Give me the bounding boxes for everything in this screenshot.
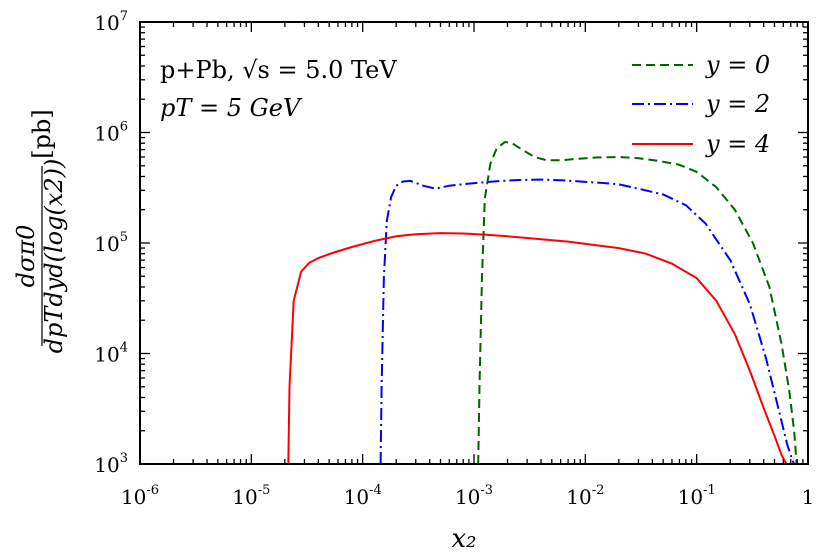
series-line-y-4 [287, 232, 788, 465]
x-tick-label: 10-2 [566, 483, 604, 509]
x-tick-label: 10-6 [121, 483, 159, 509]
x-axis-label: x₂ [451, 524, 476, 554]
annotation-pt: pT = 5 GeV [160, 94, 303, 122]
annotation-collision: p+Pb, √s = 5.0 TeV [160, 56, 397, 84]
y-tick-label: 106 [94, 120, 128, 146]
tick-labels: 10-6 10-5 10-4 10-3 10-2 10-1 1 103 104 105 106 107 [94, 9, 814, 509]
plot-frame [139, 21, 809, 465]
x-tick-label: 10-1 [678, 483, 716, 509]
series-line-y-2 [379, 178, 796, 465]
y-tick-label: 105 [94, 230, 128, 256]
x-tick-label: 10-4 [344, 483, 382, 509]
y-axis-unit: [pb] [28, 109, 56, 158]
y-tick-label: 107 [94, 9, 128, 35]
series-line-y-0 [477, 140, 798, 465]
x-tick-label: 1 [802, 485, 815, 509]
y-axis-denominator: dpTdyd(log(x2)) [40, 159, 68, 354]
legend-label-y0: y = 0 [705, 51, 770, 79]
x-tick-label: 10-5 [232, 483, 270, 509]
y-tick-label: 103 [94, 451, 128, 477]
y-tick-label: 104 [94, 341, 128, 367]
legend-label-y2: y = 2 [705, 90, 770, 118]
y-axis-label: dσπ0 dpTdyd(log(x2)) [pb] [12, 109, 68, 353]
legend-label-y4: y = 4 [705, 130, 770, 158]
y-axis-numerator: dσπ0 [12, 225, 40, 288]
x-tick-label: 10-3 [455, 483, 493, 509]
axis-ticks [139, 21, 809, 465]
legend: y = 0 y = 2 y = 4 [632, 51, 770, 158]
plot-series [287, 140, 798, 465]
